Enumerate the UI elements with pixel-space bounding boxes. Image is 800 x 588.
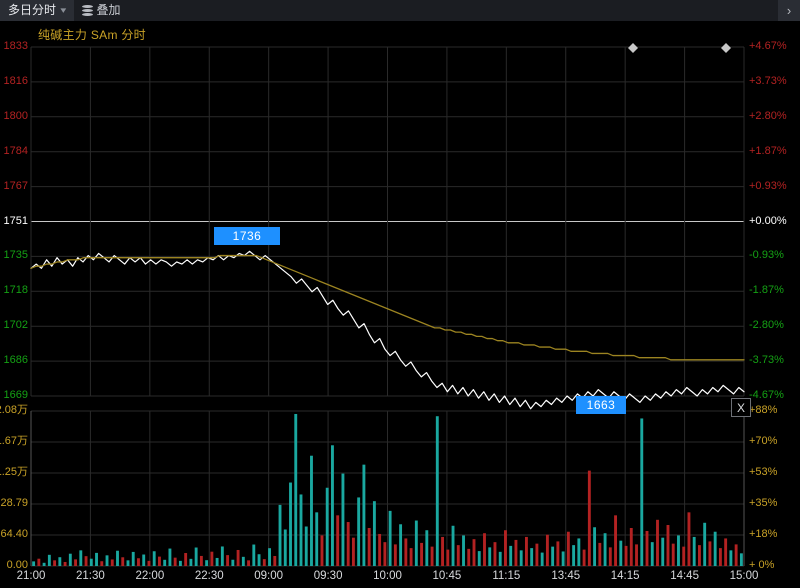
axis-tick-label: 8328.79 [0,497,28,509]
axis-tick-label: +1.87% [749,144,787,157]
time-tick-label: 09:00 [254,570,284,582]
axis-tick-label: 1735 [3,249,28,262]
axis-tick-label: +18% [749,528,778,540]
axis-tick-label: +53% [749,466,778,478]
chevron-right-icon: › [786,3,792,18]
time-tick-label: 14:45 [670,570,699,582]
time-tick-label: 22:00 [135,570,165,582]
axis-tick-label: 0.00 [6,559,28,571]
axis-tick-label: -1.87% [749,284,784,297]
close-icon: X [736,400,745,415]
axis-tick-label: 4164.40 [0,528,28,540]
mode-selector[interactable]: 多日分时 ▾ [0,0,74,21]
chart-canvas [30,43,745,567]
axis-tick-label: 1702 [3,319,28,332]
axis-tick-label: 1833 [3,40,28,52]
mode-selector-label: 多日分时 [8,3,57,17]
axis-tick-label: +70% [749,435,778,447]
expand-panel-button[interactable]: › [778,0,800,21]
axis-tick-label: -2.80% [749,319,784,332]
axis-tick-label: +4.67% [749,40,787,52]
time-tick-label: 09:30 [313,570,343,582]
axis-tick-label: +3.73% [749,74,787,87]
axis-tick-label: 1751 [3,214,28,227]
toolbar: 多日分时 ▾ 叠加 › [0,0,800,21]
time-tick-label: 10:00 [373,570,402,582]
chart-title: 纯碱主力 SAm 分时 [38,28,146,42]
axis-tick-label: 1800 [3,109,28,122]
time-tick-label: 14:15 [610,570,640,582]
axis-tick-label: 1.67万 [0,435,28,447]
axis-tick-label: 1767 [3,179,28,192]
axis-tick-label: +35% [749,497,778,509]
chevron-down-icon: ▾ [60,5,67,15]
close-button[interactable]: X [731,398,751,417]
axis-tick-label: 1.25万 [0,466,28,478]
axis-tick-label: + 0% [749,559,775,571]
time-tick-label: 21:30 [76,570,105,582]
price-high-badge: 1736 [214,227,280,245]
axis-tick-label: +0.00% [749,214,787,227]
axis-tick-label: +0.93% [749,179,787,192]
axis-tick-label: 1669 [3,389,28,401]
axis-tick-label: +88% [749,404,778,416]
axis-tick-label: 1718 [3,284,28,297]
axis-tick-label: 2.08万 [0,404,28,416]
time-tick-label: 21:00 [16,570,46,582]
stack-icon [81,5,93,16]
time-tick-label: 11:15 [492,570,521,582]
time-tick-label: 10:45 [432,570,462,582]
axis-tick-label: 1686 [3,354,28,367]
time-tick-label: 22:30 [194,570,224,582]
axis-tick-label: -0.93% [749,249,784,262]
axis-tick-label: -3.73% [749,354,784,367]
axis-tick-label: +2.80% [749,109,787,122]
axis-tick-label: -4.67% [749,389,784,401]
axis-tick-label: 1816 [3,74,28,87]
axis-tick-label: 1784 [3,144,28,157]
price-low-badge: 1663 [576,396,626,414]
time-tick-label: 13:45 [551,570,581,582]
overlay-button-label: 叠加 [96,3,121,17]
overlay-button[interactable]: 叠加 [74,0,129,21]
time-tick-label: 15:00 [729,570,759,582]
chart-area[interactable]: 纯碱主力 SAm 分时 1833 1816 1800 1784 1767 1751 1735… [0,21,800,588]
